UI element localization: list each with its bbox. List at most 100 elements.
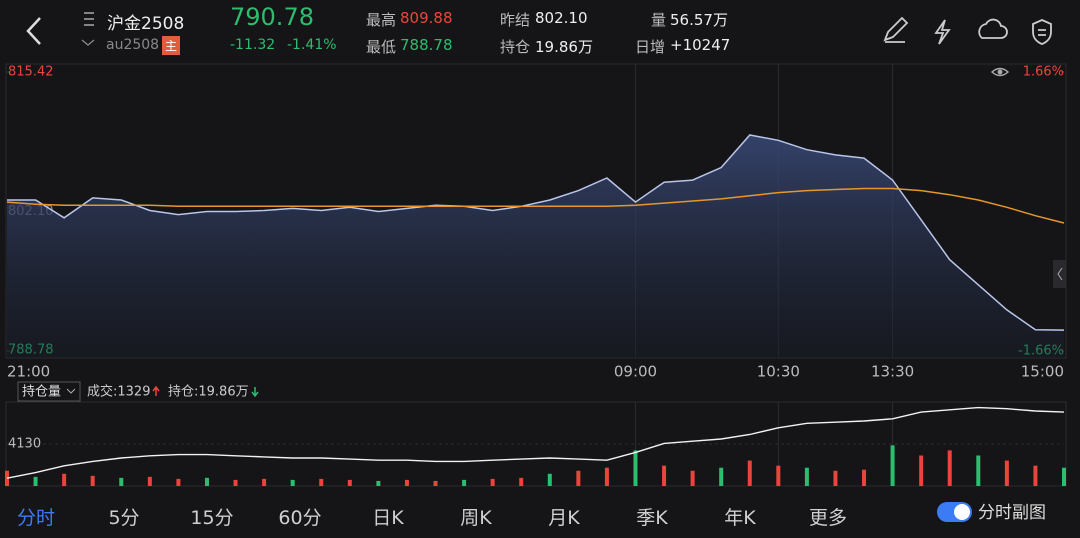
tab[interactable]: 年K: [724, 507, 756, 529]
volume-bar: [947, 450, 952, 486]
y-tick-label: 815.42: [8, 65, 54, 80]
volume-text: 成交:1329: [87, 384, 150, 400]
volume-bar: [262, 478, 267, 486]
volume-bar: [804, 467, 809, 486]
volume-bar: [604, 467, 609, 486]
tab[interactable]: 周K: [460, 507, 492, 529]
volume-bar: [90, 475, 95, 486]
volume-bar: [5, 470, 9, 486]
volume-bar: [376, 480, 381, 486]
high-label: 最高: [366, 11, 397, 29]
down-arrow: [251, 387, 259, 398]
flash-icon[interactable]: [934, 19, 951, 45]
sub-chart-toggle: 分时副图: [978, 503, 1046, 523]
back-button[interactable]: [26, 17, 41, 45]
volume-bar: [1062, 467, 1066, 486]
collapse-handle[interactable]: [1053, 260, 1066, 288]
edit-icon[interactable]: [883, 16, 909, 43]
volume-bar: [1033, 465, 1038, 486]
change-pct: -1.41%: [287, 37, 337, 53]
x-tick-label: 15:00: [1021, 363, 1064, 381]
volume-bar: [719, 467, 724, 486]
indicator-select[interactable]: [17, 381, 81, 402]
volume-bar: [147, 476, 152, 486]
volume-bar: [433, 480, 438, 486]
volume: 56.57万: [670, 11, 728, 29]
y-tick-label: 4130: [8, 437, 41, 452]
volume-bar: [976, 455, 981, 486]
volume-bar: [290, 479, 295, 486]
x-tick-label: 21:00: [7, 363, 50, 381]
indicator-arrow: [66, 388, 76, 394]
prev-settle-label: 昨结: [500, 11, 531, 29]
eye-icon[interactable]: [990, 67, 1010, 77]
x-tick-label: 10:30: [757, 363, 800, 381]
volume-bar: [176, 478, 181, 486]
volume-bar: [233, 479, 238, 486]
tab[interactable]: 月K: [548, 507, 580, 529]
daily-change: +10247: [670, 36, 731, 54]
symbol: 沪金2508: [107, 14, 185, 34]
oi-text: 持仓:19.86万: [168, 385, 249, 400]
volume-bar: [319, 478, 324, 486]
low-label: 最低: [366, 38, 397, 56]
collapse-arrow: [1057, 267, 1063, 281]
volume-bar: [519, 477, 524, 486]
menu-icon[interactable]: [84, 12, 94, 26]
volume-bar: [490, 478, 495, 486]
change: -11.32: [230, 37, 276, 53]
toggle-knob: [954, 504, 970, 520]
tab[interactable]: 日K: [372, 507, 404, 529]
cloud-icon[interactable]: [978, 18, 1008, 39]
volume-bar: [462, 479, 467, 486]
eye-pupil: [997, 69, 1003, 75]
prev-settle: 802.10: [535, 9, 588, 27]
up-arrow: [152, 385, 160, 396]
x-tick-label: 13:30: [871, 363, 914, 381]
volume-bar: [119, 477, 124, 486]
volume-bar: [919, 455, 924, 486]
tab[interactable]: 5分: [108, 507, 140, 529]
open-interest: 19.86万: [535, 38, 593, 56]
x-tick-label: 09:00: [614, 363, 657, 381]
volume-bar: [62, 473, 67, 486]
contract: au2508: [106, 37, 160, 53]
low: 788.78: [400, 36, 453, 54]
main-tag: 主: [162, 36, 181, 55]
tab[interactable]: 60分: [278, 507, 322, 529]
average-line: [6, 187, 1065, 224]
volume-bar: [833, 470, 838, 486]
volume-bar: [862, 469, 867, 486]
high: 809.88: [400, 9, 453, 27]
price-line: [7, 134, 1065, 331]
header-icons: [26, 12, 1052, 46]
dropdown-icon[interactable]: [81, 39, 95, 46]
y2-tick-label: 1.66%: [1023, 65, 1064, 80]
price-area: [7, 135, 1064, 358]
open-interest-line: [6, 406, 1065, 479]
indicator-label: 持仓量: [22, 385, 61, 400]
daily-change-label: 日增: [635, 38, 666, 56]
tab[interactable]: 更多: [808, 507, 848, 529]
volume-bar: [204, 477, 209, 486]
tab[interactable]: 15分: [190, 507, 234, 529]
volume-bar: [33, 476, 38, 486]
last-price: 790.78: [230, 3, 314, 31]
oi-label: 持仓: [500, 38, 531, 56]
volume-frame: [5, 401, 1067, 487]
tab[interactable]: 分时: [16, 507, 56, 529]
volume-bar: [576, 470, 581, 486]
volume-bar: [890, 445, 895, 486]
shield-icon[interactable]: [1032, 19, 1052, 45]
volume-bar: [1004, 460, 1009, 486]
volume-bar: [547, 473, 552, 486]
tab[interactable]: 季K: [636, 507, 668, 529]
volume-bar: [747, 460, 752, 486]
volume-bar: [633, 450, 638, 486]
volume-bar: [690, 470, 695, 486]
volume-bar: [404, 479, 409, 486]
volume-bar: [347, 479, 352, 486]
volume-bar: [662, 465, 667, 486]
